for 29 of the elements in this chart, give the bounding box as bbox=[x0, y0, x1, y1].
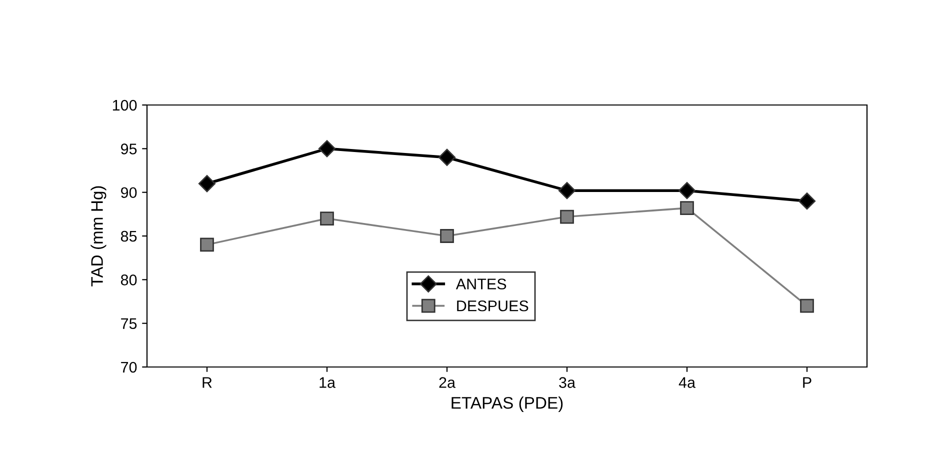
point bbox=[320, 212, 334, 226]
y-tick-label: 70 bbox=[121, 362, 137, 373]
x-tick-label: 2a bbox=[439, 377, 456, 388]
x-tick-label: 4a bbox=[678, 377, 696, 388]
x-tick-label: P bbox=[803, 377, 812, 388]
point bbox=[680, 201, 694, 215]
y-tick-label: 80 bbox=[120, 274, 137, 286]
point bbox=[800, 298, 814, 313]
x-tick-label: 1a bbox=[320, 377, 336, 388]
y-tick-label: 75 bbox=[121, 318, 137, 330]
point bbox=[440, 229, 454, 243]
point bbox=[200, 238, 214, 252]
point bbox=[438, 148, 456, 166]
point bbox=[558, 182, 576, 200]
y-tick-label: 85 bbox=[120, 230, 137, 242]
point bbox=[560, 210, 574, 224]
legend-label: DESPUES bbox=[457, 300, 528, 312]
x-axis-title: ETAPAS (PDE) bbox=[452, 396, 563, 412]
y-tick-label: 100 bbox=[112, 100, 137, 111]
point bbox=[318, 140, 336, 158]
y-axis-title: TAD (mm Hg) bbox=[90, 186, 106, 286]
point bbox=[198, 175, 216, 192]
x-tick-label: R bbox=[202, 377, 212, 388]
legend-label: ANTES bbox=[456, 278, 506, 290]
x-tick-label: 3a bbox=[559, 377, 576, 388]
point bbox=[798, 192, 816, 210]
y-tick-label: 95 bbox=[121, 144, 137, 154]
y-tick-label: 90 bbox=[121, 187, 137, 198]
point bbox=[678, 182, 696, 200]
